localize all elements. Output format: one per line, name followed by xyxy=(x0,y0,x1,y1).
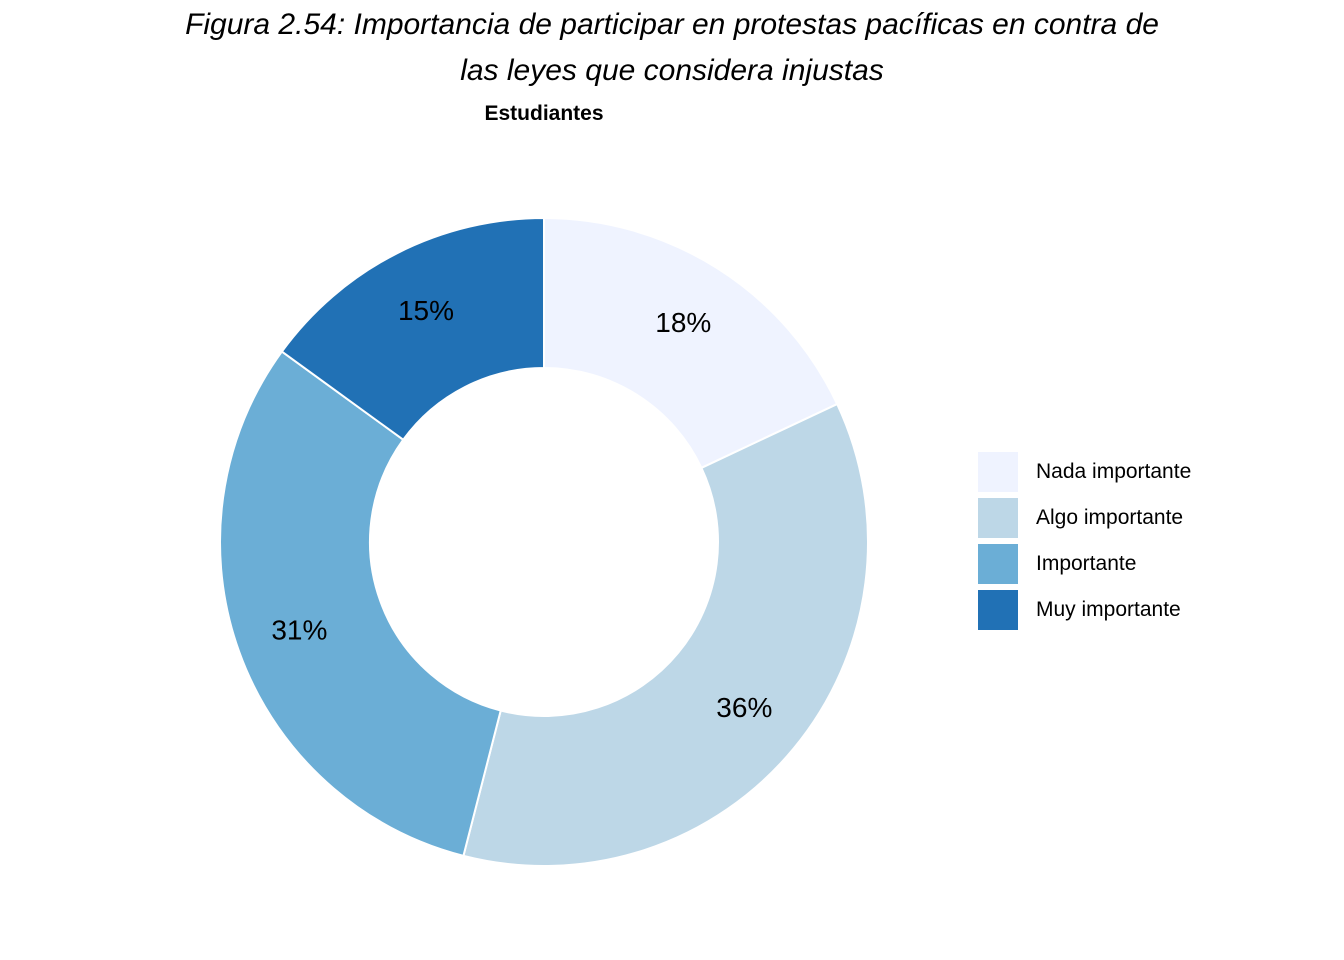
slice-value-label-algo-importante: 36% xyxy=(716,692,772,723)
legend: Nada importante Algo importante Importan… xyxy=(978,452,1191,636)
legend-label: Nada importante xyxy=(1036,460,1192,483)
slice-value-label-muy-importante: 15% xyxy=(398,295,454,326)
chart-title-line-1: Figura 2.54: Importancia de participar e… xyxy=(185,8,1159,41)
legend-swatch xyxy=(978,452,1018,492)
donut-slice-muy-importante xyxy=(280,216,545,442)
slice-value-label-importante: 31% xyxy=(271,615,327,646)
chart-subtitle: Estudiantes xyxy=(484,102,604,125)
donut-slice-algo-importante xyxy=(462,402,869,867)
legend-label: Importante xyxy=(1036,552,1137,575)
legend-swatch xyxy=(978,590,1018,630)
chart-title: Figura 2.54: Importancia de participar e… xyxy=(0,2,1344,94)
legend-label: Muy importante xyxy=(1036,598,1181,621)
donut-slice-importante xyxy=(219,350,502,858)
legend-item-algo-importante: Algo importante xyxy=(978,498,1191,538)
slice-value-label-nada-importante: 18% xyxy=(655,307,711,338)
legend-item-muy-importante: Muy importante xyxy=(978,590,1191,630)
legend-swatch xyxy=(978,498,1018,538)
legend-swatch xyxy=(978,544,1018,584)
legend-item-nada-importante: Nada importante xyxy=(978,452,1191,492)
donut-slice-nada-importante xyxy=(543,216,839,470)
legend-label: Algo importante xyxy=(1036,506,1184,529)
legend-item-importante: Importante xyxy=(978,544,1191,584)
chart-title-line-2: las leyes que considera injustas xyxy=(460,54,884,87)
